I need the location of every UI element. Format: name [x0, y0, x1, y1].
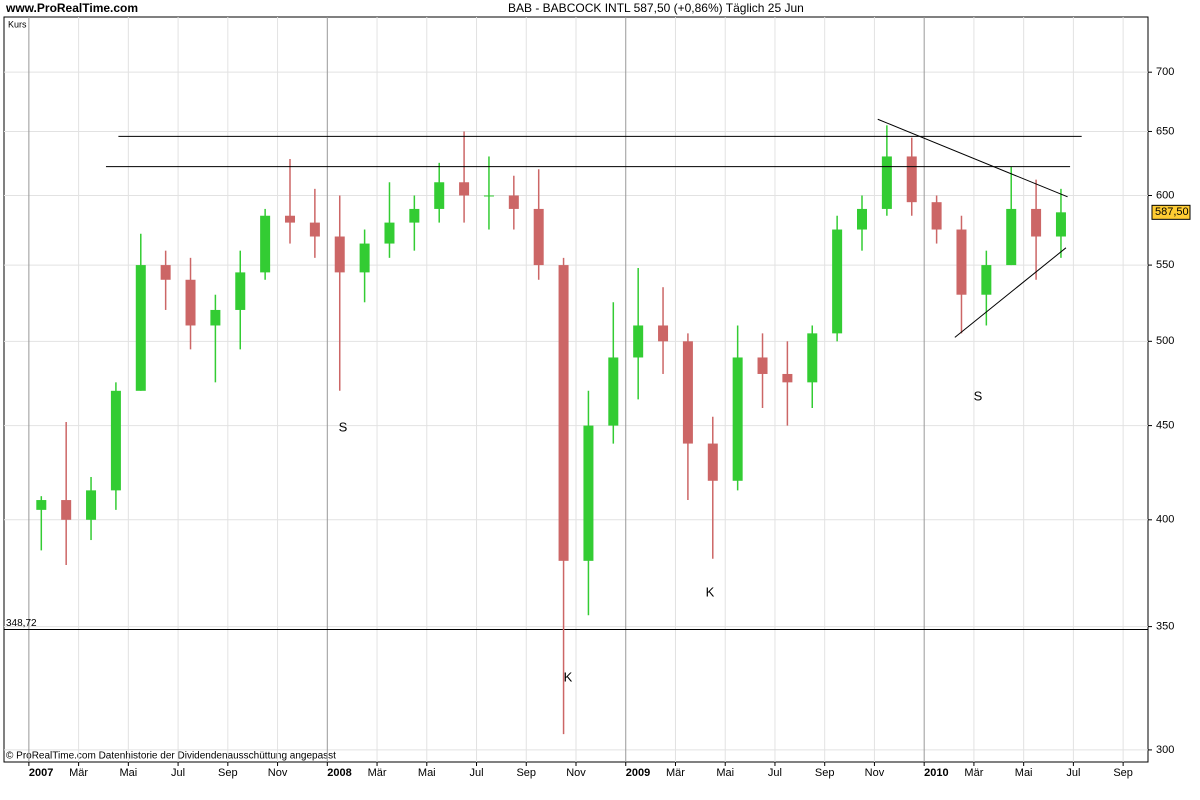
candle-body [1031, 208, 1042, 237]
x-tick-label: Jul [171, 767, 185, 779]
x-tick-label: Sep [516, 767, 536, 779]
candle-body [1055, 212, 1066, 237]
candle-body [707, 443, 718, 481]
x-tick-label: Jul [1066, 767, 1080, 779]
x-tick-label: Mär [666, 767, 685, 779]
footer: © ProRealTime.com Datenhistorie der Divi… [6, 751, 336, 762]
candle-body [334, 236, 345, 273]
candle-body [409, 208, 420, 223]
candle-body [61, 500, 72, 520]
candle-body [931, 202, 942, 230]
x-tick-label: Sep [1113, 767, 1133, 779]
y-tick-label: 500 [1156, 335, 1174, 347]
trend-line [877, 118, 1068, 198]
annotation: S [339, 419, 348, 434]
y-tick-label: 700 [1156, 66, 1174, 78]
x-tick-label: Mai [418, 767, 436, 779]
x-tick-label: Sep [815, 767, 835, 779]
site-name: www.ProRealTime.com [5, 1, 138, 15]
x-tick-label: 2009 [626, 767, 650, 779]
chart-title: BAB - BABCOCK INTL 587,50 (+0,86%) Tägli… [508, 1, 804, 15]
y-tick-label: 650 [1156, 125, 1174, 137]
x-tick-label: 2007 [29, 767, 53, 779]
x-tick-label: Mai [1015, 767, 1033, 779]
y-tick-label: 400 [1156, 514, 1174, 526]
candle-body [732, 357, 743, 481]
y-label: Kurs [8, 19, 27, 29]
last-price-box [1151, 204, 1191, 220]
y-tick-label: 350 [1156, 621, 1174, 633]
candle-body [682, 341, 693, 444]
candle-body [782, 373, 793, 383]
level-label: 348,72 [6, 618, 37, 629]
x-tick-label: Mär [69, 767, 88, 779]
candle-body [881, 156, 892, 209]
candle-body [956, 229, 967, 295]
candle-body [235, 272, 246, 310]
candle-body [86, 490, 97, 520]
candle-body [285, 215, 295, 223]
candle-body [906, 156, 917, 203]
x-tick-label: Mär [368, 767, 387, 779]
candle-body [459, 182, 470, 196]
candle-body [260, 215, 271, 273]
x-tick-label: 2010 [924, 767, 948, 779]
x-tick-label: Nov [566, 767, 586, 779]
candle-body [135, 265, 146, 391]
last-price-label: 587,50 [1155, 206, 1189, 218]
x-tick-label: Mär [964, 767, 983, 779]
candle-body [36, 500, 47, 510]
candle-body [1006, 208, 1017, 266]
candle-body [558, 265, 569, 561]
candle-body [633, 325, 644, 358]
x-tick-label: Nov [268, 767, 288, 779]
y-tick-label: 450 [1156, 419, 1174, 431]
candle-body [359, 243, 370, 273]
candle-body [110, 390, 121, 491]
candle-body [807, 333, 818, 383]
candle-body [210, 309, 221, 326]
candle-body [857, 208, 867, 230]
candle-body [508, 195, 519, 209]
candle-body [434, 182, 445, 209]
candle-body [608, 357, 619, 426]
x-tick-label: Jul [768, 767, 782, 779]
annotation: K [564, 669, 573, 684]
annotation: K [706, 584, 715, 599]
x-tick-label: Jul [469, 767, 483, 779]
trend-line [954, 247, 1067, 338]
x-tick-label: Nov [865, 767, 885, 779]
candle-body [384, 222, 395, 244]
x-tick-label: Mai [119, 767, 137, 779]
candle-body [658, 325, 669, 342]
x-tick-label: Mai [716, 767, 734, 779]
y-tick-label: 300 [1156, 744, 1174, 756]
x-tick-label: 2008 [327, 767, 351, 779]
candle-body [832, 229, 843, 334]
candle-body [533, 208, 544, 266]
candle-body [483, 195, 494, 197]
candle-body [583, 425, 594, 561]
candle-body [981, 265, 992, 295]
y-tick-label: 550 [1156, 259, 1174, 271]
candle-body [757, 357, 768, 374]
y-tick-label: 600 [1156, 189, 1174, 201]
candle-body [309, 222, 320, 237]
candle-body [185, 279, 196, 326]
x-tick-label: Sep [218, 767, 238, 779]
annotation: S [974, 388, 983, 403]
candle-body [160, 265, 171, 280]
